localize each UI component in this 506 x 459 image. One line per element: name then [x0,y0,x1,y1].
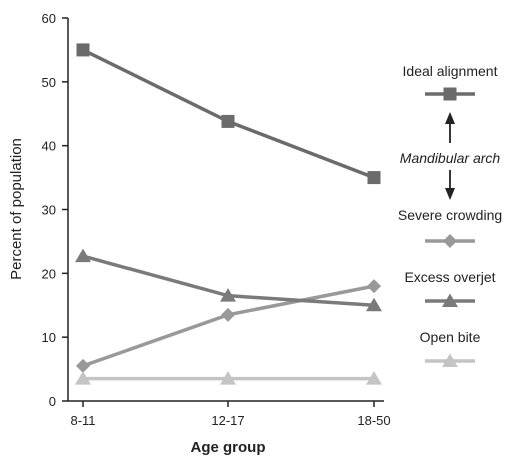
data-point [76,43,90,57]
legend-marker-sample [443,234,457,248]
x-tick-label: 18-50 [357,413,390,428]
legend: Ideal alignment Severe crowding Excess ove… [398,63,502,367]
legend-label: Open bite [420,329,481,345]
legend-marker-sample [442,293,458,307]
data-point [367,279,381,294]
legend-label: Ideal alignment [403,63,498,79]
series-line-ideal-alignment [82,48,375,180]
series-ideal-alignment [76,43,381,185]
legend-marker-sample [442,353,458,367]
legend-marker-sample [443,87,457,101]
y-tick-label: 0 [49,394,56,409]
series-open-bite [75,371,382,385]
data-point [366,371,382,385]
data-point [220,371,236,385]
y-tick-label: 10 [42,330,56,345]
y-tick-label: 30 [42,203,56,218]
data-point [75,248,91,263]
series-layer [75,43,382,385]
data-point [366,297,382,312]
y-tick-label: 50 [42,75,56,90]
y-tick-label: 60 [42,11,56,26]
legend-label: Severe crowding [398,207,502,223]
data-point [76,358,90,373]
data-point [221,307,235,322]
data-point [220,288,236,302]
arrow-down-icon-head [445,188,455,200]
arrow-up-icon-head [445,112,455,124]
series-excess-overjet [75,248,382,312]
series-severe-crowding [76,279,381,373]
x-ticks: 8-11 12-17 18-50 [70,401,391,428]
x-tick-label: 12-17 [211,413,244,428]
y-tick-label: 40 [42,139,56,154]
y-axis-title: Percent of population [8,138,25,280]
axes [67,18,384,402]
y-ticks: 0 10 20 30 40 50 60 [42,11,68,409]
x-tick-label: 8-11 [70,413,95,428]
data-point [75,371,91,385]
data-point [367,171,381,185]
y-tick-label: 20 [42,266,56,281]
x-axis-title: Age group [191,439,266,456]
data-point [221,114,235,128]
legend-note: Mandibular arch [400,150,501,166]
legend-label: Excess overjet [404,269,495,285]
